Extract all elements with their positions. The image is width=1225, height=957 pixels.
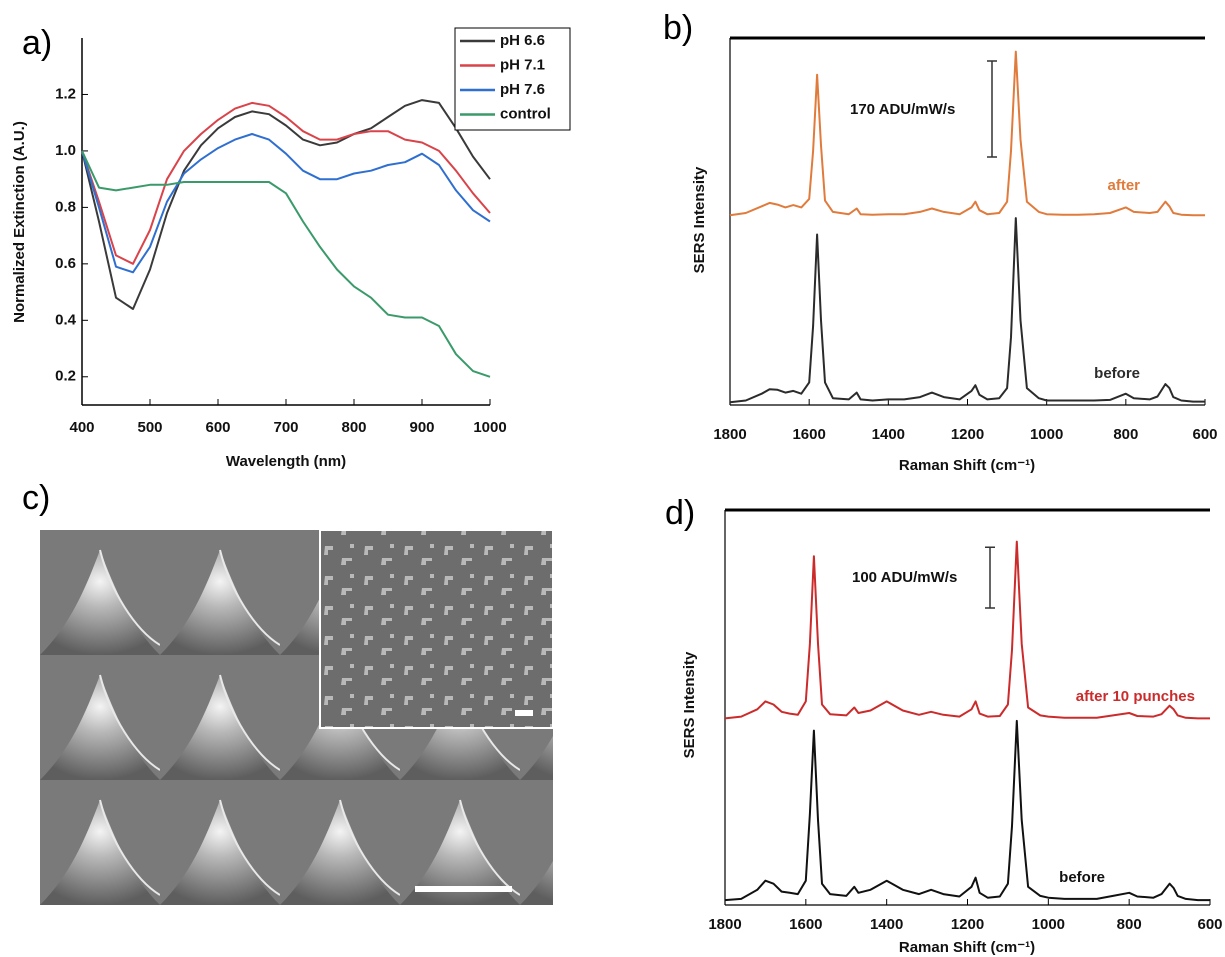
x-tick-label: 1000 <box>1030 426 1063 443</box>
series-label: after <box>1107 177 1140 194</box>
series-label: before <box>1094 365 1140 382</box>
x-tick-label: 1000 <box>1032 916 1065 933</box>
y-tick-label: 0.6 <box>55 255 76 272</box>
x-tick-label: 600 <box>205 419 230 436</box>
legend-label: pH 6.6 <box>500 32 545 49</box>
legend: pH 6.6 pH 7.1 pH 7.6 control <box>454 27 571 131</box>
x-axis-title: Raman Shift (cm⁻¹) <box>899 457 1035 474</box>
y-tick-label: 1.2 <box>55 85 76 102</box>
sem-image <box>40 529 554 905</box>
y-tick-label: 0.2 <box>55 368 76 385</box>
y-tick-label: 1.0 <box>55 142 76 159</box>
y-tick-label: 0.8 <box>55 198 76 215</box>
scale-bar <box>987 60 997 158</box>
series-label: after 10 punches <box>1076 688 1195 705</box>
y-axis-title: SERS Intensity <box>681 651 698 758</box>
x-tick-label: 600 <box>1192 426 1217 443</box>
series-line <box>724 540 1210 720</box>
x-tick-label: 800 <box>1117 916 1142 933</box>
x-tick-label: 500 <box>137 419 162 436</box>
x-tick-label: 1800 <box>708 916 741 933</box>
x-tick-label: 700 <box>273 419 298 436</box>
panel-label: c) <box>22 479 50 517</box>
series-line <box>81 101 491 265</box>
scale-bar <box>985 546 995 609</box>
y-tick-label: 0.4 <box>55 311 77 328</box>
series-line <box>729 50 1205 217</box>
series-line <box>81 150 491 378</box>
legend-box <box>454 27 571 131</box>
scale-bar-label: 170 ADU/mW/s <box>850 101 955 118</box>
x-tick-label: 600 <box>1197 916 1222 933</box>
x-tick-label: 1600 <box>789 916 822 933</box>
series-line <box>724 719 1210 902</box>
panel-label: d) <box>665 494 695 532</box>
x-tick-label: 1400 <box>872 426 905 443</box>
legend-label: pH 7.1 <box>500 56 545 73</box>
x-tick-label: 1600 <box>792 426 825 443</box>
x-tick-label: 900 <box>409 419 434 436</box>
x-tick-label: 1800 <box>713 426 746 443</box>
series-label: before <box>1059 869 1105 886</box>
x-axis-title: Wavelength (nm) <box>226 453 346 470</box>
x-tick-label: 1000 <box>473 419 506 436</box>
x-tick-label: 800 <box>1113 426 1138 443</box>
y-axis-title: Normalized Extinction (A.U.) <box>11 121 28 323</box>
x-tick-label: 1200 <box>951 426 984 443</box>
panel-label: b) <box>663 9 693 47</box>
series-line <box>81 99 491 310</box>
x-tick-label: 1400 <box>870 916 903 933</box>
x-axis-title: Raman Shift (cm⁻¹) <box>899 939 1035 956</box>
x-tick-label: 400 <box>69 419 94 436</box>
x-tick-label: 1200 <box>951 916 984 933</box>
series-line <box>729 217 1205 404</box>
x-tick-label: 800 <box>341 419 366 436</box>
panel-label: a) <box>22 24 52 62</box>
series-line <box>81 133 491 274</box>
scale-bar-label: 100 ADU/mW/s <box>852 569 957 586</box>
legend-label: control <box>500 105 551 122</box>
legend-label: pH 7.6 <box>500 81 545 98</box>
y-axis-title: SERS Intensity <box>691 166 708 273</box>
